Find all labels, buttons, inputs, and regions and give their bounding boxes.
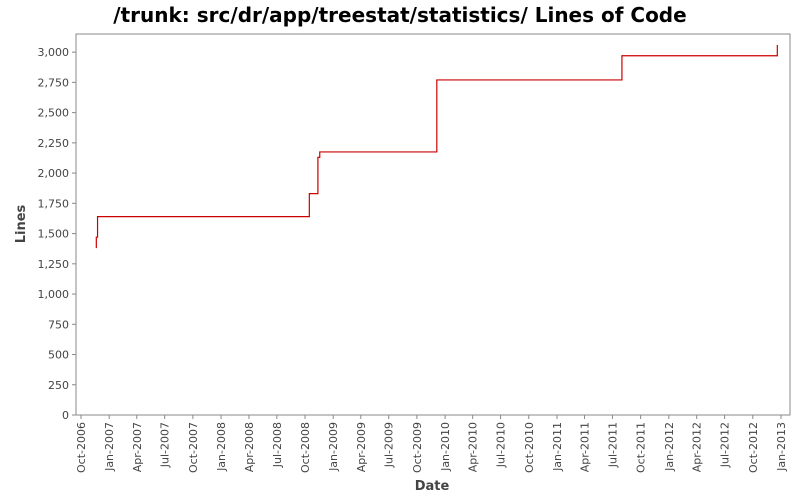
x-tick-label: Jan-2008 (215, 422, 228, 472)
y-tick-label: 1,500 (38, 228, 70, 241)
x-tick-label: Apr-2012 (691, 422, 704, 472)
x-tick-label: Jan-2010 (439, 422, 452, 472)
x-tick-label: Oct-2010 (523, 422, 536, 473)
y-tick-label: 500 (48, 349, 69, 362)
x-tick-label: Apr-2009 (355, 422, 368, 472)
x-tick-label: Jul-2009 (383, 422, 396, 468)
y-tick-label: 1,000 (38, 288, 70, 301)
y-tick-label: 1,750 (38, 197, 70, 210)
y-tick-label: 2,250 (38, 137, 70, 150)
plot-area (75, 33, 791, 416)
x-tick-label: Jul-2011 (606, 422, 619, 468)
x-tick-label: Apr-2011 (579, 422, 592, 472)
y-tick-label: 0 (62, 409, 69, 422)
y-tick-label: 2,500 (38, 107, 70, 120)
x-tick-label: Jul-2012 (719, 422, 732, 468)
x-tick-label: Apr-2010 (467, 422, 480, 472)
x-tick-label: Jan-2007 (103, 422, 116, 472)
x-tick-label: Jan-2012 (663, 422, 676, 472)
x-tick-label: Oct-2008 (299, 422, 312, 473)
series-layer (95, 44, 778, 249)
x-tick-label: Oct-2012 (747, 422, 760, 473)
x-tick-label: Jan-2013 (775, 422, 788, 472)
x-tick-label: Apr-2007 (131, 422, 144, 472)
y-tick-label: 1,250 (38, 258, 70, 271)
x-tick-label: Jul-2008 (271, 422, 284, 468)
x-tick-label: Oct-2009 (411, 422, 424, 473)
y-tick-label: 2,000 (38, 167, 70, 180)
y-tick-label: 3,000 (38, 46, 70, 59)
x-tick-label: Oct-2006 (75, 422, 88, 473)
y-tick-label: 750 (48, 318, 69, 331)
y-axis: 0 250 500 750 1,000 1,250 1,500 1,750 2,000 2,250… (38, 46, 76, 422)
x-axis-label: Date (415, 479, 450, 494)
chart-title: /trunk: src/dr/app/treestat/statistics/ … (113, 3, 686, 27)
x-tick-label: Oct-2011 (635, 422, 648, 473)
y-axis-label: Lines (14, 204, 29, 243)
y-tick-label: 2,750 (38, 76, 70, 89)
x-axis: Oct-2006 Jan-2007 Apr-2007 Jul-2007 Oct-2007… (75, 415, 788, 473)
x-tick-label: Jan-2011 (551, 422, 564, 472)
x-tick-label: Oct-2007 (187, 422, 200, 473)
series-line (95, 44, 778, 249)
x-tick-label: Jul-2007 (159, 422, 172, 468)
x-tick-label: Apr-2008 (243, 422, 256, 472)
x-tick-label: Jul-2010 (495, 422, 508, 468)
x-tick-label: Jan-2009 (327, 422, 340, 472)
y-tick-label: 250 (48, 379, 69, 392)
